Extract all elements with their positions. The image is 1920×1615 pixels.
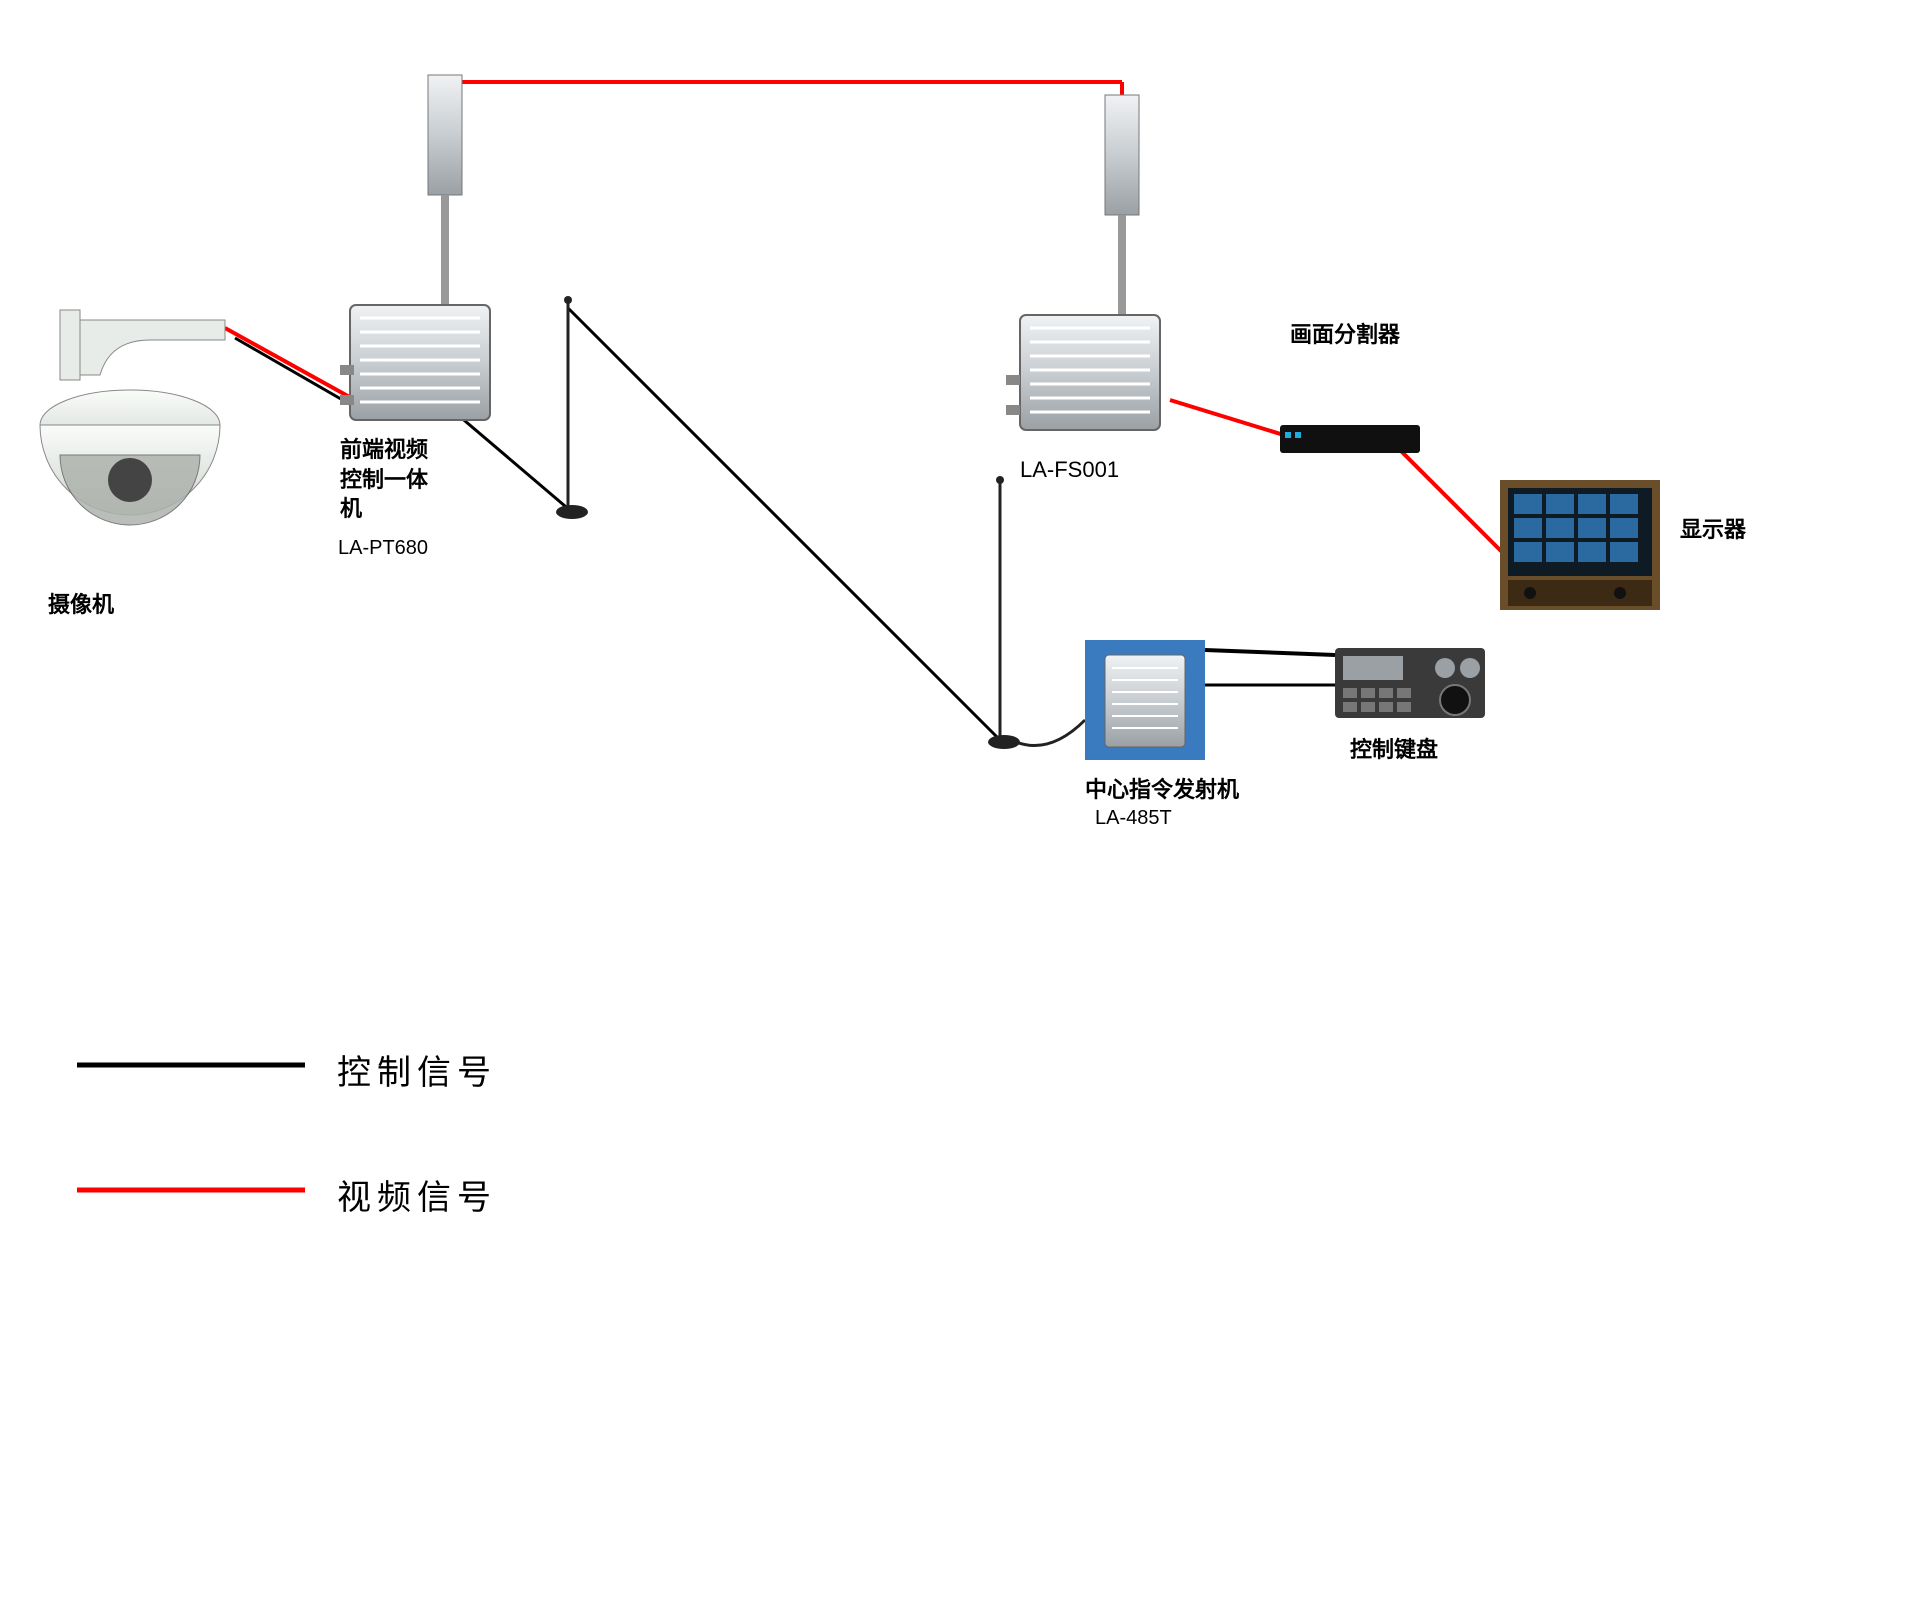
- legend-control-text: 控制信号: [337, 1045, 497, 1094]
- camera-label: 摄像机: [48, 590, 114, 620]
- camera-icon: [40, 310, 225, 525]
- pt680-label-bottom: LA-PT680: [338, 535, 428, 562]
- splitter-icon: [1280, 425, 1420, 453]
- txcenter-label-bottom: LA-485T: [1095, 805, 1172, 832]
- monitor-icon: [1500, 480, 1660, 610]
- keyboard-icon: [1205, 648, 1485, 718]
- pt680-label-top: 前端视频 控制一体 机: [340, 435, 470, 524]
- whip-antenna-left-icon: [556, 296, 588, 519]
- whip-antenna-right-icon: [988, 476, 1085, 749]
- device-fs001-icon: [1006, 315, 1160, 430]
- fs001-label: LA-FS001: [1020, 455, 1119, 485]
- antenna-right-icon: [1105, 95, 1139, 315]
- txcenter-label-top: 中心指令发射机: [1085, 775, 1239, 805]
- txcenter-icon: [1085, 640, 1205, 760]
- keyboard-label: 控制键盘: [1350, 735, 1438, 765]
- device-pt680-icon: [340, 305, 490, 420]
- legend-video-text: 视频信号: [337, 1170, 497, 1219]
- diagram-canvas: [0, 0, 1920, 1615]
- splitter-label: 画面分割器: [1290, 320, 1400, 350]
- antenna-left-icon: [428, 75, 462, 305]
- monitor-label: 显示器: [1680, 515, 1746, 545]
